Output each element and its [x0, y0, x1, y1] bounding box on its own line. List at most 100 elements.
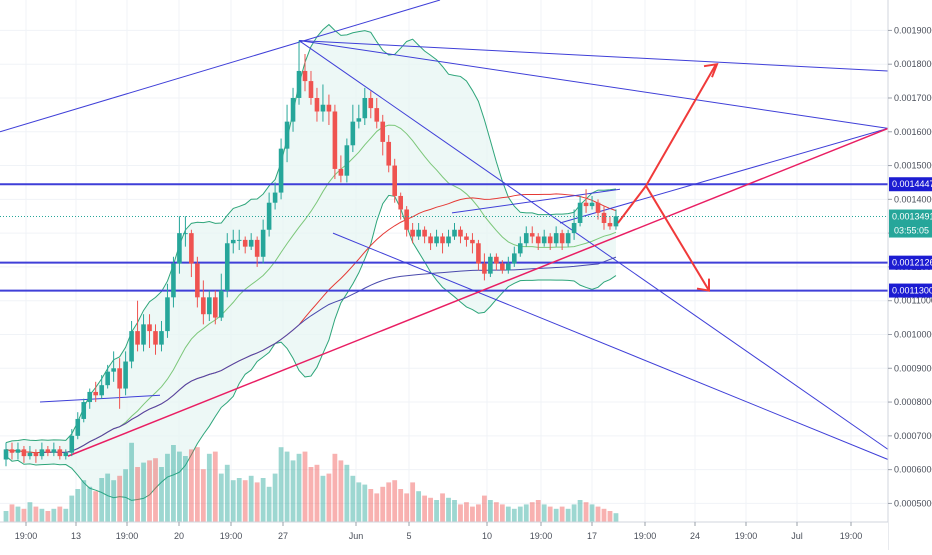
volume-bar	[153, 458, 158, 522]
level-price-label: 0.0011300	[892, 286, 932, 296]
candle-body	[284, 121, 290, 149]
volume-bar	[440, 493, 445, 522]
volume-bar	[159, 467, 164, 522]
volume-bar	[242, 480, 248, 522]
volume-bar	[117, 475, 123, 522]
volume-bar	[206, 453, 212, 522]
volume-bar	[362, 484, 368, 522]
volume-bar	[15, 506, 21, 522]
candle-body	[93, 391, 98, 396]
volume-bar	[218, 473, 224, 522]
volume-bar	[499, 504, 505, 522]
volume-bar	[487, 500, 493, 522]
candle-body	[87, 391, 93, 403]
candle-body	[135, 331, 140, 345]
volume-bar	[51, 508, 57, 522]
volume-bar	[410, 482, 416, 522]
candle-body	[488, 256, 493, 274]
candle-body	[302, 70, 308, 82]
candle-body	[332, 111, 338, 169]
volume-bar	[547, 506, 553, 522]
candle-body	[57, 449, 63, 457]
candle-body	[39, 449, 45, 457]
x-tick-label: 10	[482, 531, 492, 541]
candle-body	[577, 202, 583, 223]
level-price-tag	[889, 255, 932, 270]
candle-body	[183, 233, 188, 235]
volume-bar	[535, 500, 541, 522]
volume-bar	[332, 453, 338, 522]
candle-body	[452, 229, 457, 237]
x-tick-label: 27	[278, 531, 288, 541]
volume-bar	[505, 506, 511, 522]
x-tick-label: 20	[174, 531, 184, 541]
arrow-head	[703, 62, 719, 78]
volume-bar	[320, 475, 326, 522]
candle-body	[535, 236, 541, 244]
volume-bar	[470, 506, 475, 522]
bollinger-lower	[5, 194, 617, 501]
moving-average-slow	[41, 256, 617, 453]
volume-bar	[3, 511, 9, 522]
volume-bar	[9, 504, 15, 522]
arrow-head	[696, 278, 710, 292]
candle-body	[404, 209, 409, 230]
candle-body	[595, 202, 601, 213]
candle-body	[117, 368, 122, 389]
candle-body	[33, 452, 39, 457]
volume-bar	[278, 447, 284, 522]
candle-body	[266, 202, 272, 230]
volume-bar	[45, 511, 51, 522]
volume-bar	[290, 460, 296, 522]
trend-line	[559, 127, 889, 224]
candle-body	[428, 236, 433, 244]
candle-body	[374, 108, 380, 122]
candles	[3, 40, 619, 467]
candle-body	[207, 297, 212, 315]
candle-body	[81, 402, 87, 419]
candle-body	[63, 452, 69, 457]
volume-bar	[171, 445, 176, 522]
volume-bar	[583, 502, 589, 522]
volume-bar	[338, 460, 344, 522]
candle-body	[141, 324, 146, 345]
candle-body	[218, 290, 224, 318]
volume-bar	[224, 464, 230, 522]
volume-bar	[105, 473, 111, 522]
x-tick-label: 5	[406, 531, 411, 541]
volume-bar	[589, 504, 595, 522]
support-trend-line	[67, 127, 889, 457]
volume-bar	[434, 500, 439, 522]
candle-body	[571, 222, 577, 234]
volume-bar	[57, 506, 63, 522]
volume-bar	[296, 453, 302, 522]
volume-bar	[302, 451, 308, 522]
volume-bar	[458, 504, 463, 522]
candle-body	[165, 297, 170, 332]
candle-body	[506, 263, 511, 271]
volume-bar	[147, 460, 152, 522]
candle-body	[392, 165, 397, 196]
candle-body	[230, 239, 236, 244]
volume-bar	[200, 469, 206, 522]
volume-bar	[63, 508, 69, 522]
candle-body	[260, 229, 266, 257]
volume-bar	[87, 486, 93, 522]
candle-body	[494, 256, 499, 264]
volume-bar	[356, 482, 362, 522]
x-tick-label: 19:00	[116, 531, 139, 541]
volume-bar	[123, 469, 128, 522]
x-tick-label: 19:00	[735, 531, 758, 541]
volume-bar	[368, 489, 374, 522]
volume-bar	[99, 478, 105, 522]
volume-bar	[452, 500, 457, 522]
volume-bar	[553, 508, 559, 522]
candle-body	[248, 239, 254, 247]
candle-body	[416, 229, 421, 237]
trend-line	[451, 188, 621, 214]
candle-body	[15, 449, 21, 453]
